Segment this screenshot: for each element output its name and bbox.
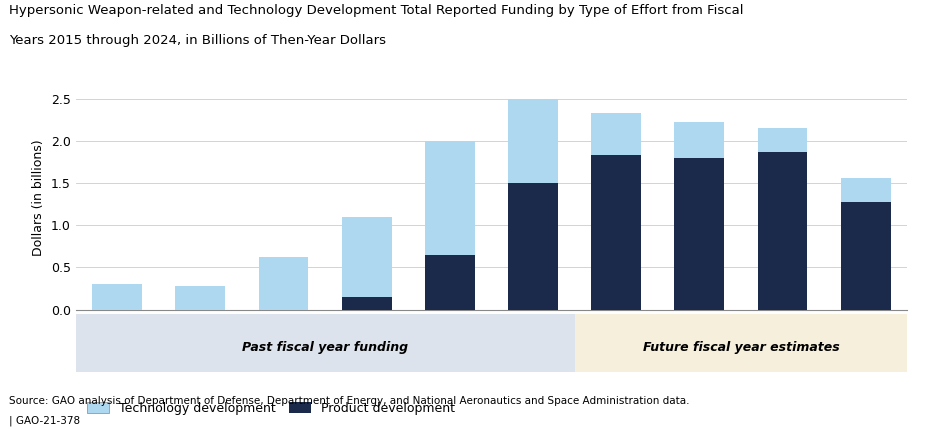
Bar	[342, 297, 391, 310]
Text: Hypersonic Weapon-related and Technology Development Total Reported Funding by T: Hypersonic Weapon-related and Technology…	[9, 4, 743, 17]
Text: | GAO-21-378: | GAO-21-378	[9, 415, 80, 426]
Bar	[342, 217, 391, 297]
Bar	[840, 202, 889, 310]
Bar	[93, 284, 142, 310]
Bar	[674, 158, 723, 310]
Bar	[591, 113, 640, 155]
Bar	[259, 257, 308, 310]
Text: Years 2015 through 2024, in Billions of Then-Year Dollars: Years 2015 through 2024, in Billions of …	[9, 34, 386, 47]
Text: Past fiscal year funding: Past fiscal year funding	[242, 341, 408, 354]
Y-axis label: Dollars (in billions): Dollars (in billions)	[32, 139, 45, 256]
FancyBboxPatch shape	[574, 314, 906, 372]
Bar	[757, 128, 806, 152]
Legend: Technology development, Product development: Technology development, Product developm…	[82, 396, 460, 420]
Bar	[176, 286, 225, 310]
Bar	[757, 152, 806, 310]
Bar	[508, 98, 557, 183]
Bar	[508, 183, 557, 310]
Bar	[591, 155, 640, 310]
Text: Future fiscal year estimates: Future fiscal year estimates	[642, 341, 838, 354]
Bar	[425, 255, 474, 310]
Text: Source: GAO analysis of Department of Defense, Department of Energy, and Nationa: Source: GAO analysis of Department of De…	[9, 396, 689, 406]
Bar	[840, 178, 889, 202]
Bar	[674, 122, 723, 158]
FancyBboxPatch shape	[76, 314, 574, 372]
Bar	[425, 141, 474, 255]
